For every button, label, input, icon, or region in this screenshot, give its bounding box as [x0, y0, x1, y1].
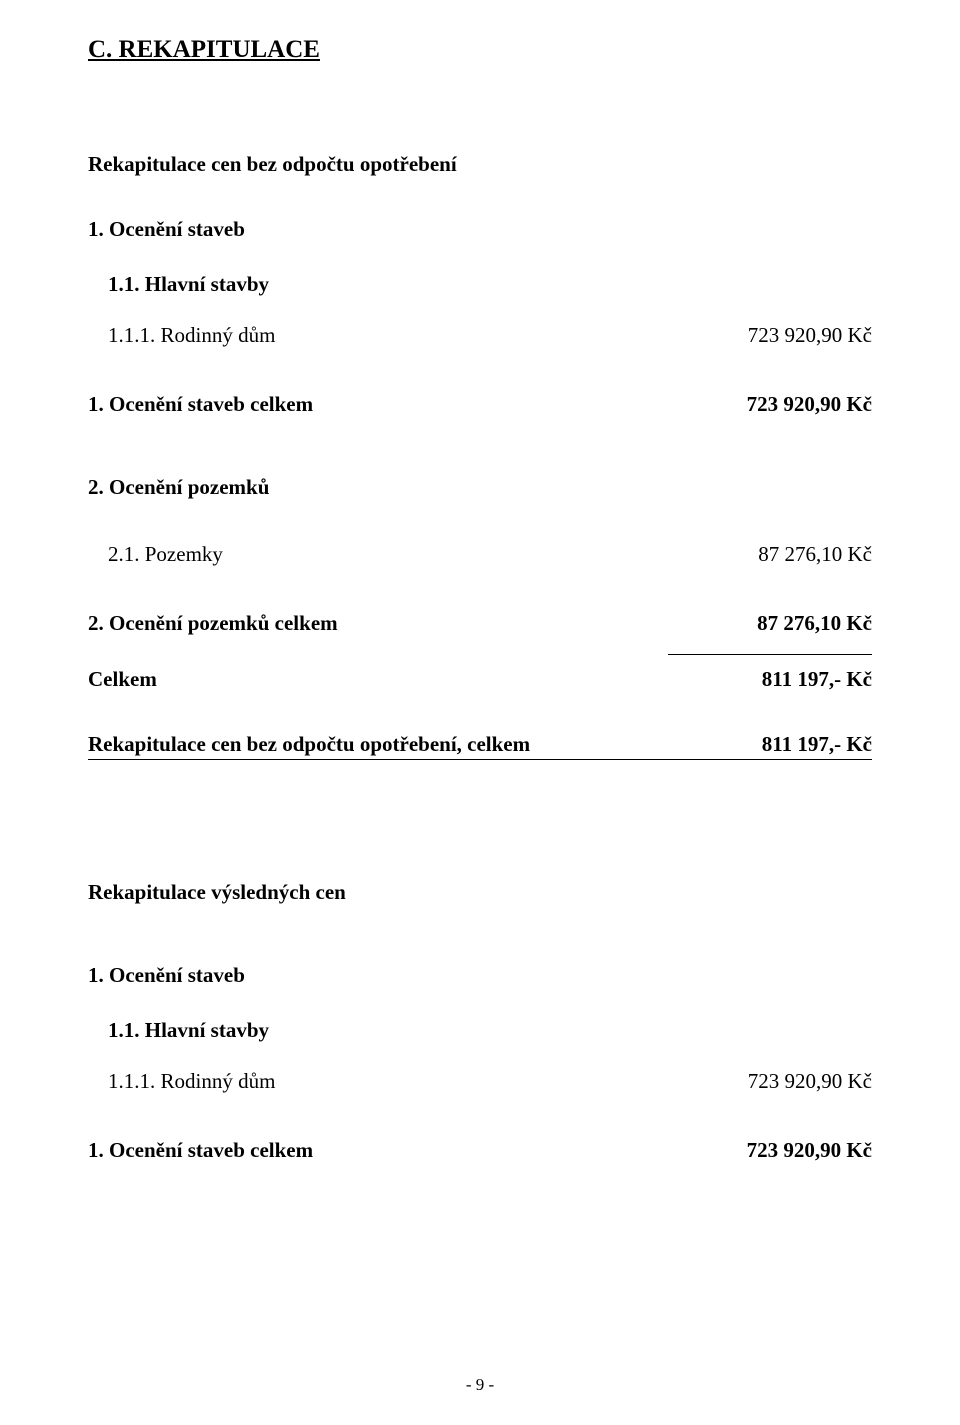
item-label: 1.1.1. Rodinný dům: [108, 323, 275, 348]
group1-total-value: 723 920,90 Kč: [747, 392, 872, 417]
summary-value: 811 197,- Kč: [762, 732, 872, 757]
group2-total-row: 2. Ocenění pozemků celkem 87 276,10 Kč: [88, 611, 872, 636]
celkem-label: Celkem: [88, 667, 157, 692]
item-label: 2.1. Pozemky: [108, 542, 223, 567]
group1-total-row: 1. Ocenění staveb celkem 723 920,90 Kč: [88, 392, 872, 417]
group2-label: 2. Ocenění pozemků: [88, 475, 872, 500]
group2-total-label: 2. Ocenění pozemků celkem: [88, 611, 338, 636]
final-group1-label: 1. Ocenění staveb: [88, 963, 872, 988]
final-group1-total-row: 1. Ocenění staveb celkem 723 920,90 Kč: [88, 1138, 872, 1163]
final-group1-sub-label: 1.1. Hlavní stavby: [88, 1018, 872, 1043]
item-label: 1.1.1. Rodinný dům: [108, 1069, 275, 1094]
recap-no-depr-heading: Rekapitulace cen bez odpočtu opotřebení: [88, 152, 872, 177]
final-group1-total-label: 1. Ocenění staveb celkem: [88, 1138, 313, 1163]
group1-total-label: 1. Ocenění staveb celkem: [88, 392, 313, 417]
page: C. REKAPITULACE Rekapitulace cen bez odp…: [0, 0, 960, 1425]
section-title: C. REKAPITULACE: [88, 36, 872, 64]
recap-final-heading: Rekapitulace výsledných cen: [88, 880, 872, 905]
final-group1-total-value: 723 920,90 Kč: [747, 1138, 872, 1163]
page-number: - 9 -: [0, 1375, 960, 1395]
celkem-value: 811 197,- Kč: [668, 654, 872, 692]
summary-label: Rekapitulace cen bez odpočtu opotřebení,…: [88, 732, 530, 757]
item-value: 723 920,90 Kč: [748, 323, 872, 348]
group2-total-value: 87 276,10 Kč: [757, 611, 872, 636]
summary-row: Rekapitulace cen bez odpočtu opotřebení,…: [88, 732, 872, 760]
list-item: 2.1. Pozemky 87 276,10 Kč: [88, 542, 872, 567]
group1-sub-label: 1.1. Hlavní stavby: [88, 272, 872, 297]
list-item: 1.1.1. Rodinný dům 723 920,90 Kč: [88, 323, 872, 348]
list-item: 1.1.1. Rodinný dům 723 920,90 Kč: [88, 1069, 872, 1094]
group1-label: 1. Ocenění staveb: [88, 217, 872, 242]
item-value: 87 276,10 Kč: [758, 542, 872, 567]
item-value: 723 920,90 Kč: [748, 1069, 872, 1094]
celkem-row: Celkem 811 197,- Kč: [88, 654, 872, 692]
